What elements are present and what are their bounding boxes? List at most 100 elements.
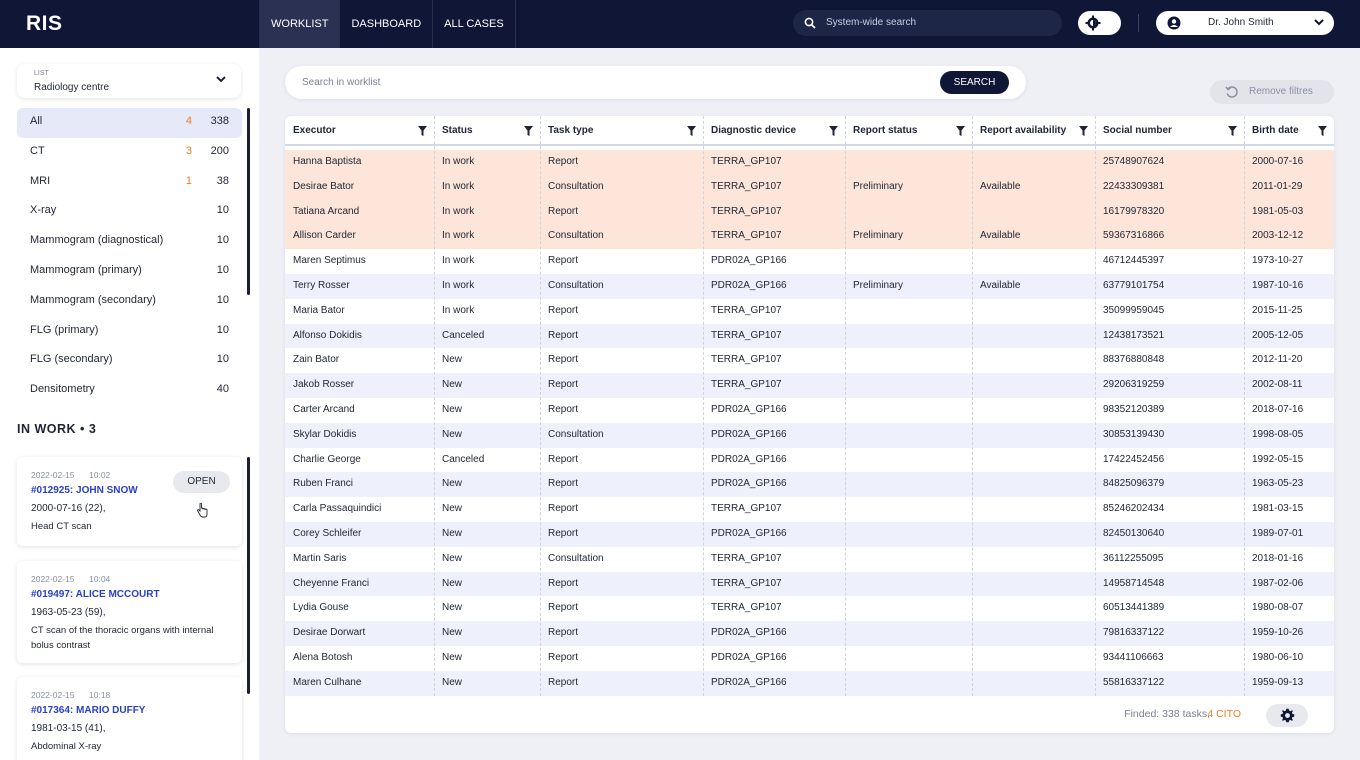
tab-all-cases[interactable]: ALL CASES: [432, 0, 516, 48]
cell-report-availability: [972, 596, 980, 621]
table-row[interactable]: Allison Carder In work Consultation TERRA_G…: [285, 224, 1334, 250]
cell-task-type: Report: [548, 205, 579, 217]
in-work-scrollbar[interactable]: [247, 457, 250, 694]
filter-icon[interactable]: [956, 126, 965, 136]
category-scrollbar[interactable]: [247, 108, 250, 295]
table-row[interactable]: Hanna Baptista In work Report TERRA_GP107 25…: [285, 150, 1334, 175]
column-task-type[interactable]: Task type: [540, 116, 703, 146]
table-footer: Finded: 338 tasks, 4 CITO: [285, 696, 1334, 733]
table-row[interactable]: Maren Culhane New Report PDR02A_GP166 558163…: [285, 670, 1334, 696]
open-button[interactable]: OPEN: [173, 471, 230, 493]
column-status[interactable]: Status: [434, 116, 540, 146]
filter-icon[interactable]: [1079, 126, 1088, 136]
cell-report-availability: [972, 200, 980, 225]
category-item-ct[interactable]: CT 3 200: [17, 138, 242, 168]
table-row[interactable]: Lydia Gouse New Report TERRA_GP107 605134413…: [285, 596, 1334, 621]
cell-status: New: [442, 403, 463, 415]
column-birth-date[interactable]: Birth date: [1244, 116, 1334, 146]
category-item-all[interactable]: All 4 338: [17, 108, 242, 138]
cell-birth-date: 1959-10-26: [1252, 627, 1304, 639]
column-executor[interactable]: Executor: [285, 116, 434, 146]
table-row[interactable]: Skylar Dokidis New Consultation PDR02A_GP16…: [285, 422, 1334, 448]
table-row[interactable]: Tatiana Arcand In work Report TERRA_GP107 16…: [285, 199, 1334, 225]
gear-icon: [1280, 708, 1295, 723]
cell-task-type: Report: [548, 304, 579, 316]
cell-report-status: [845, 671, 853, 696]
in-work-card[interactable]: 2022-02-15 10:18 #017364: MARIO DUFFY 19…: [17, 677, 242, 760]
table-row[interactable]: Charlie George Canceled Report PDR02A_GP166…: [285, 448, 1334, 473]
column-report-status[interactable]: Report status: [845, 116, 972, 146]
table-row[interactable]: Terry Rosser In work Consultation PDR02A_GP…: [285, 273, 1334, 299]
worklist-search-input[interactable]: Search in worklist SEARCH: [285, 66, 1026, 99]
table-row[interactable]: Cheyenne Franci New Report TERRA_GP107 14958…: [285, 571, 1334, 597]
cell-report-availability: [972, 671, 980, 696]
category-item-mri[interactable]: MRI 1 38: [17, 168, 242, 198]
tab-dashboard[interactable]: DASHBOARD: [339, 0, 432, 48]
category-item-mammogram-secondary[interactable]: Mammogram (secondary) 10: [17, 287, 242, 317]
settings-button[interactable]: [1266, 704, 1308, 727]
category-name: Mammogram (secondary): [30, 293, 156, 306]
cell-social-number: 36112255095: [1103, 552, 1164, 564]
search-button[interactable]: SEARCH: [940, 71, 1009, 94]
tab-worklist[interactable]: WORKLIST: [259, 0, 340, 48]
in-work-card[interactable]: 2022-02-15 10:02 #012925: JOHN SNOW 2000…: [17, 457, 242, 546]
category-item-xray[interactable]: X-ray 10: [17, 197, 242, 227]
filter-icon[interactable]: [829, 126, 838, 136]
user-menu-button[interactable]: Dr. John Smith: [1156, 11, 1334, 35]
table-row[interactable]: Jakob Rosser New Report TERRA_GP107 29206319…: [285, 373, 1334, 398]
cell-task-type: Report: [548, 577, 579, 589]
filter-icon[interactable]: [418, 126, 427, 136]
card-title[interactable]: #019497: ALICE MCCOURT: [31, 589, 160, 600]
remove-filters-button[interactable]: Remove filtres: [1210, 80, 1334, 104]
table-row[interactable]: Ruben Franci New Report PDR02A_GP166 8482509…: [285, 472, 1334, 498]
cell-executor: Terry Rosser: [293, 279, 350, 291]
cell-report-status: [845, 299, 853, 324]
cell-diagnostic-device: PDR02A_GP166: [711, 255, 787, 267]
table-row[interactable]: Alena Botosh New Report PDR02A_GP166 9344110…: [285, 646, 1334, 671]
app-logo[interactable]: RIS: [26, 12, 63, 35]
system-search-input[interactable]: System-wide search: [793, 10, 1062, 36]
cell-executor: Carla Passaquindici: [293, 503, 382, 515]
table-row[interactable]: Martin Saris New Consultation TERRA_GP107 36…: [285, 547, 1334, 572]
table-row[interactable]: Zain Bator New Report TERRA_GP107 8837688084…: [285, 348, 1334, 373]
table-header: Executor Status Task type Diagnostic dev…: [285, 116, 1334, 146]
filter-icon[interactable]: [1228, 126, 1237, 136]
card-title[interactable]: #012925: JOHN SNOW: [31, 485, 138, 496]
table-row[interactable]: Carter Arcand New Report PDR02A_GP166 983521…: [285, 398, 1334, 423]
filter-icon[interactable]: [687, 126, 696, 136]
in-work-card[interactable]: 2022-02-15 10:04 #019497: ALICE MCCOURT …: [17, 561, 242, 663]
cell-report-status: [845, 472, 853, 497]
table-row[interactable]: Alfonso Dokidis Canceled Report TERRA_GP107…: [285, 323, 1334, 349]
cell-report-availability: [972, 572, 980, 597]
worklist-search-placeholder: Search in worklist: [302, 77, 381, 88]
table-row[interactable]: Desirae Bator In work Consultation TERRA_GP…: [285, 174, 1334, 200]
cell-social-number: 82450130640: [1103, 527, 1165, 539]
cell-task-type: Consultation: [548, 279, 604, 291]
column-report-availability[interactable]: Report availability: [972, 116, 1095, 146]
theme-toggle[interactable]: [1078, 11, 1121, 35]
category-count: 40: [216, 383, 229, 396]
filter-icon[interactable]: [1318, 126, 1327, 136]
user-icon: [1167, 16, 1181, 30]
filter-icon[interactable]: [524, 126, 533, 136]
column-social-number[interactable]: Social number: [1095, 116, 1244, 146]
category-item-flg-secondary[interactable]: FLG (secondary) 10: [17, 346, 242, 376]
table-row[interactable]: Corey Schleifer New Report PDR02A_GP166 8245…: [285, 521, 1334, 547]
table-row[interactable]: Maria Bator In work Report TERRA_GP107 35099…: [285, 299, 1334, 324]
table-row[interactable]: Maren Septimus In work Report PDR02A_GP166 4…: [285, 249, 1334, 274]
cell-status: In work: [442, 205, 475, 217]
table-row[interactable]: Desirae Dorwart New Report PDR02A_GP166 7981…: [285, 621, 1334, 646]
table-row[interactable]: Carla Passaquindici New Report TERRA_GP107 8…: [285, 497, 1334, 522]
list-selector[interactable]: LIST Radiology centre: [17, 64, 241, 98]
category-item-mammogram-primary[interactable]: Mammogram (primary) 10: [17, 257, 242, 287]
column-diagnostic-device[interactable]: Diagnostic device: [703, 116, 845, 146]
card-time: 10:04: [89, 574, 111, 584]
card-title[interactable]: #017364: MARIO DUFFY: [31, 705, 146, 716]
category-item-mammogram-diagnostical[interactable]: Mammogram (diagnostical) 10: [17, 227, 242, 257]
cell-report-availability: [972, 150, 980, 175]
category-item-densitometry[interactable]: Densitometry 40: [17, 376, 242, 406]
cell-executor: Zain Bator: [293, 354, 340, 366]
cell-social-number: 46712445397: [1103, 255, 1165, 267]
cell-birth-date: 1987-02-06: [1252, 577, 1304, 589]
category-item-flg-primary[interactable]: FLG (primary) 10: [17, 317, 242, 347]
